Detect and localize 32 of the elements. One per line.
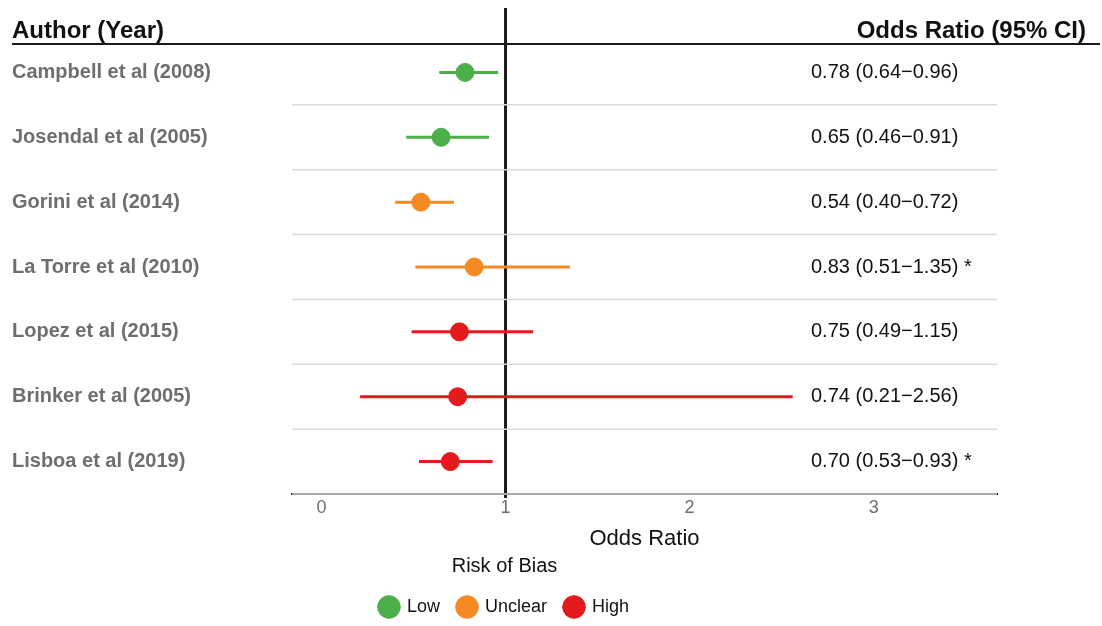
table-header: Author (Year) Odds Ratio (95% CI) — [12, 12, 1100, 45]
annotation: 0.75 (0.49−1.15) — [811, 319, 959, 342]
y-tick-label: Campbell et al (2008) — [12, 59, 211, 82]
y-tick-label: Lisboa et al (2019) — [12, 449, 186, 472]
point — [448, 387, 468, 407]
legend-label: Unclear — [484, 595, 548, 616]
annotation: 0.74 (0.21−2.56) — [811, 384, 959, 407]
x-tick-label: 3 — [868, 496, 879, 517]
y-tick-label: La Torre et al (2010) — [12, 254, 200, 277]
legend-title: Risk of Bias — [451, 553, 558, 576]
y-tick-label: Josendal et al (2005) — [12, 124, 208, 147]
legend-label: High — [592, 595, 630, 616]
y-tick-label: Brinker et al (2005) — [12, 384, 191, 407]
annotation: 0.54 (0.40−0.72) — [811, 189, 959, 212]
annotation: 0.78 (0.64−0.96) — [811, 59, 959, 82]
annotation: 0.70 (0.53−0.93) * — [811, 449, 972, 472]
point — [450, 322, 470, 342]
point — [455, 62, 475, 82]
x-tick-label: 2 — [684, 496, 695, 517]
y-tick-label: Lopez et al (2015) — [12, 319, 179, 342]
annotation: Odds Ratio (95% CI) — [856, 16, 1086, 44]
point — [411, 192, 431, 212]
x-tick-label: 0 — [316, 496, 327, 517]
y-tick-label: Gorini et al (2014) — [12, 189, 180, 212]
annotation: 0.65 (0.46−0.91) — [811, 124, 959, 147]
x-tick-label: 1 — [500, 496, 511, 517]
point — [440, 452, 460, 472]
point — [464, 257, 484, 277]
point — [431, 127, 451, 147]
legend-label: Low — [406, 595, 441, 616]
x-axis-title: Odds Ratio — [589, 524, 700, 550]
annotation: 0.83 (0.51−1.35) * — [811, 254, 972, 277]
